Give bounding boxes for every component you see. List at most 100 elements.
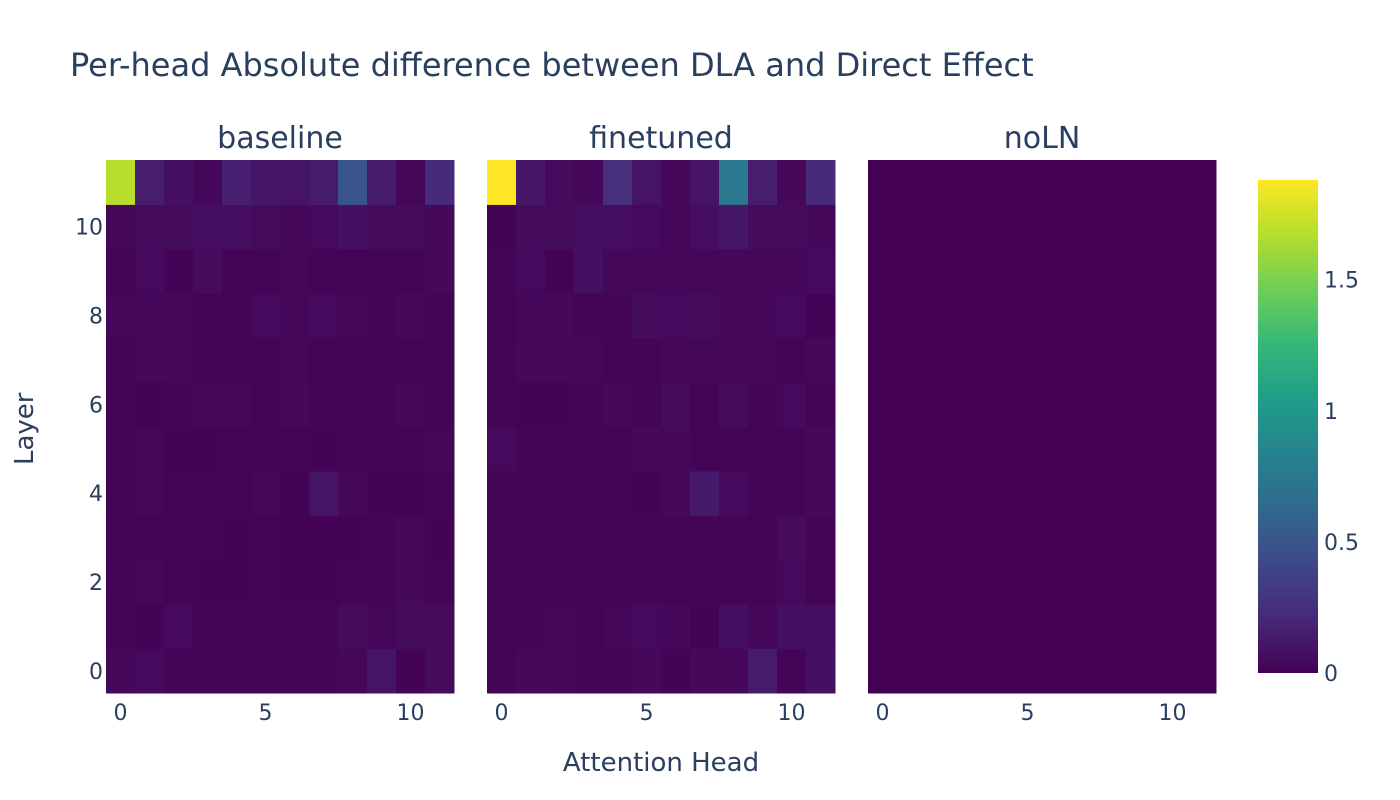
heatmap-cell (193, 248, 223, 294)
heatmap-cell (984, 248, 1014, 294)
heatmap-cell (280, 248, 310, 294)
heatmap-cell (926, 337, 956, 383)
heatmap-cell (777, 293, 807, 339)
heatmap-cell (1158, 515, 1188, 561)
heatmap-cell (222, 204, 252, 250)
heatmap-cell (516, 515, 546, 561)
heatmap-cell (1187, 426, 1217, 472)
heatmap-cell (574, 559, 604, 605)
heatmap-cell (926, 248, 956, 294)
heatmap-cell (396, 337, 426, 383)
heatmap-cell (574, 604, 604, 650)
heatmap-cell (1013, 337, 1043, 383)
heatmap-cell (897, 604, 927, 650)
heatmap-cell (574, 426, 604, 472)
heatmap-cell (1129, 204, 1159, 250)
heatmap-cell (1158, 604, 1188, 650)
heatmap-cell (897, 470, 927, 516)
heatmap-cell (193, 470, 223, 516)
heatmap-cell (106, 204, 136, 250)
heatmap-cell (1100, 604, 1130, 650)
heatmap-cell (1129, 648, 1159, 694)
colorbar (1258, 180, 1318, 673)
heatmap-cell (719, 293, 749, 339)
heatmap-cell (367, 470, 397, 516)
heatmap-cell (806, 293, 836, 339)
heatmap-cell (748, 248, 778, 294)
heatmap-cell (690, 382, 720, 427)
heatmap-cell (280, 293, 310, 339)
heatmap-cell (926, 426, 956, 472)
heatmap-cell (193, 204, 223, 250)
heatmap-cell (897, 248, 927, 294)
heatmap-cell (396, 160, 426, 205)
heatmap-cell (868, 248, 898, 294)
heatmap-cell (135, 248, 165, 294)
heatmap-cell (367, 293, 397, 339)
heatmap-cell (251, 204, 281, 250)
heatmap-cell (1100, 515, 1130, 561)
heatmap-cell (897, 337, 927, 383)
heatmap-cell (603, 426, 633, 472)
heatmap-cell (1187, 293, 1217, 339)
heatmap-cell (574, 337, 604, 383)
heatmap-cell (135, 559, 165, 605)
heatmap-cell (719, 604, 749, 650)
heatmap-cell (1129, 337, 1159, 383)
heatmap-cell (1187, 337, 1217, 383)
heatmap-cell (661, 204, 691, 250)
heatmap-cell (193, 604, 223, 650)
heatmap-cell (1013, 648, 1043, 694)
heatmap-cell (338, 470, 368, 516)
heatmap-cell (487, 293, 517, 339)
heatmap-cell (516, 248, 546, 294)
heatmap-cell (1158, 382, 1188, 427)
heatmap-cell (545, 559, 575, 605)
heatmap-cell (955, 648, 985, 694)
heatmap-cell (984, 204, 1014, 250)
heatmap-cell (868, 382, 898, 427)
heatmap-cell (719, 248, 749, 294)
heatmap-cell (690, 293, 720, 339)
heatmap-cell (193, 426, 223, 472)
heatmap-cell (487, 426, 517, 472)
panel-title-baseline: baseline (217, 121, 343, 156)
heatmap-cell (222, 160, 252, 205)
heatmap-cell (748, 204, 778, 250)
heatmap-cell (135, 604, 165, 650)
heatmap-cell (487, 337, 517, 383)
heatmap-cell (338, 382, 368, 427)
heatmap-cell (777, 248, 807, 294)
x-tick-label: 5 (259, 701, 273, 726)
heatmap-cell (309, 559, 339, 605)
heatmap-cell (1071, 470, 1101, 516)
heatmap-cell (1042, 382, 1072, 427)
heatmap-cell (632, 648, 662, 694)
heatmap-cell (338, 337, 368, 383)
heatmap-cell (1158, 426, 1188, 472)
heatmap-cell (574, 515, 604, 561)
heatmap-cell (690, 160, 720, 205)
heatmap-cell (280, 470, 310, 516)
heatmap-cell (984, 559, 1014, 605)
heatmap-cell (748, 559, 778, 605)
heatmap-cell (868, 204, 898, 250)
heatmap-cell (1042, 470, 1072, 516)
heatmap-cell (690, 604, 720, 650)
heatmap-cell (222, 604, 252, 650)
heatmap-cell (1158, 337, 1188, 383)
heatmap-cell (955, 204, 985, 250)
x-axis-label: Attention Head (562, 748, 760, 778)
heatmap-cell (251, 293, 281, 339)
heatmap-cell (164, 470, 194, 516)
heatmap-cell (1158, 204, 1188, 250)
heatmap-cell (251, 248, 281, 294)
heatmap-cell (1042, 604, 1072, 650)
heatmap-cell (280, 559, 310, 605)
heatmap-cell (338, 515, 368, 561)
heatmap-cell (719, 648, 749, 694)
x-tick-label: 0 (876, 701, 890, 726)
heatmap-cell (545, 337, 575, 383)
heatmap-cell (777, 337, 807, 383)
heatmap-cell (868, 648, 898, 694)
